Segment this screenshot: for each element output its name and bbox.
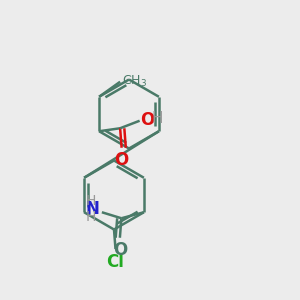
Text: N: N (85, 200, 99, 218)
Text: H: H (86, 210, 96, 224)
Text: Cl: Cl (106, 253, 124, 271)
Text: O: O (113, 242, 127, 259)
Text: O: O (140, 110, 154, 128)
Text: CH$_3$: CH$_3$ (122, 74, 147, 89)
Text: H: H (151, 111, 163, 126)
Text: O: O (115, 151, 129, 169)
Text: H: H (86, 194, 96, 208)
